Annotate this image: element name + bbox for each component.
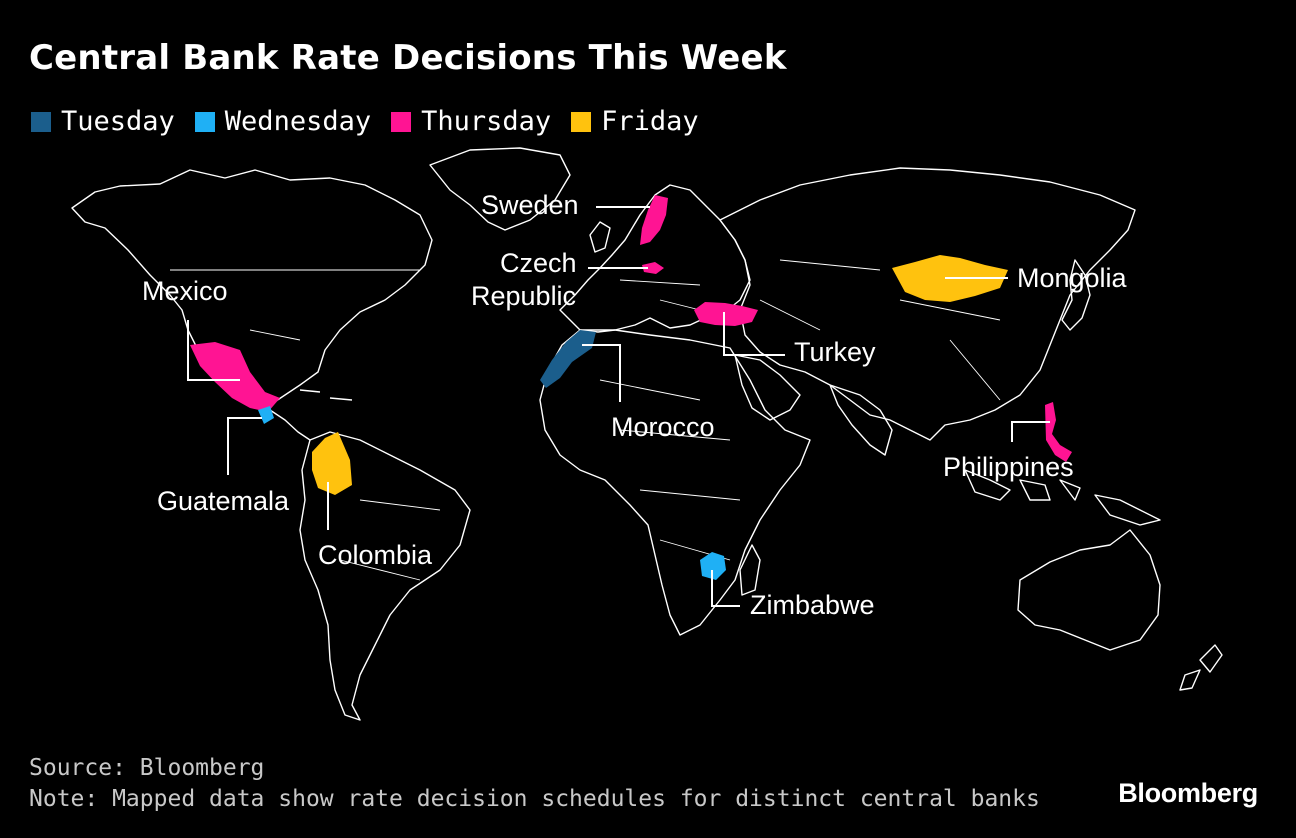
legend-label-wednesday: Wednesday bbox=[224, 106, 372, 137]
outline-new-zealand bbox=[1179, 644, 1223, 691]
label-mongolia: Mongolia bbox=[1017, 263, 1128, 293]
legend-label-thursday: Thursday bbox=[421, 106, 552, 137]
outline-indonesia bbox=[964, 469, 1161, 526]
label-colombia: Colombia bbox=[318, 540, 433, 570]
label-mexico: Mexico bbox=[142, 276, 228, 306]
leader-lines bbox=[187, 206, 1050, 607]
country-zimbabwe bbox=[700, 552, 726, 580]
country-czech-republic bbox=[642, 262, 664, 274]
country-sweden bbox=[640, 195, 668, 245]
outline-india bbox=[829, 384, 893, 456]
source-note: Source: Bloomberg bbox=[29, 755, 265, 781]
world-outlines bbox=[71, 147, 1223, 721]
label-morocco: Morocco bbox=[611, 412, 715, 442]
legend-swatch-tuesday bbox=[31, 111, 51, 132]
legend-item-thursday: Thursday bbox=[391, 106, 551, 137]
legend-item-friday: Friday bbox=[571, 106, 699, 137]
label-turkey: Turkey bbox=[794, 337, 876, 367]
outline-asia bbox=[719, 167, 1136, 441]
country-philippines bbox=[1045, 402, 1072, 462]
legend-label-tuesday: Tuesday bbox=[61, 106, 175, 137]
outline-africa bbox=[539, 329, 811, 636]
legend: Tuesday Wednesday Thursday Friday bbox=[31, 106, 719, 137]
label-sweden: Sweden bbox=[481, 190, 579, 220]
outline-caribbean bbox=[299, 389, 353, 401]
leader-mexico bbox=[187, 320, 240, 381]
outline-borders bbox=[170, 259, 1001, 581]
leader-turkey bbox=[723, 312, 785, 356]
outline-greenland bbox=[429, 147, 571, 231]
legend-swatch-thursday bbox=[391, 111, 412, 132]
outline-uk bbox=[589, 221, 611, 253]
legend-item-tuesday: Tuesday bbox=[31, 106, 175, 137]
map-title: Central Bank Rate Decisions This Week bbox=[29, 38, 787, 78]
leader-guatemala bbox=[227, 417, 262, 475]
country-mexico bbox=[190, 342, 280, 412]
country-turkey bbox=[694, 302, 758, 326]
legend-swatch-friday bbox=[571, 111, 592, 132]
country-morocco bbox=[540, 330, 596, 388]
footnote: Note: Mapped data show rate decision sch… bbox=[29, 786, 1040, 812]
leader-zimbabwe bbox=[711, 570, 740, 607]
label-zimbabwe: Zimbabwe bbox=[750, 590, 875, 620]
legend-swatch-wednesday bbox=[194, 111, 215, 132]
leader-philippines bbox=[1011, 421, 1050, 442]
world-map: Sweden Czech Republic Mexico Turkey Mong… bbox=[71, 147, 1223, 721]
country-colombia bbox=[312, 432, 352, 495]
outline-japan bbox=[1061, 259, 1091, 331]
label-guatemala: Guatemala bbox=[157, 486, 290, 516]
outline-madagascar bbox=[739, 544, 761, 596]
outline-australia bbox=[1017, 529, 1161, 651]
outline-north-america bbox=[71, 169, 433, 406]
legend-item-wednesday: Wednesday bbox=[194, 106, 372, 137]
country-guatemala bbox=[258, 406, 274, 424]
outline-arabia bbox=[734, 354, 801, 421]
label-czech-line2: Republic bbox=[471, 281, 576, 311]
bloomberg-logo: Bloomberg bbox=[1118, 778, 1258, 808]
leader-morocco bbox=[582, 344, 621, 402]
label-czech-line1: Czech bbox=[500, 248, 577, 278]
country-labels: Sweden Czech Republic Mexico Turkey Mong… bbox=[142, 190, 1128, 620]
outline-south-america bbox=[299, 431, 471, 721]
label-philippines: Philippines bbox=[943, 452, 1074, 482]
legend-label-friday: Friday bbox=[601, 106, 699, 137]
highlighted-countries bbox=[190, 195, 1072, 580]
